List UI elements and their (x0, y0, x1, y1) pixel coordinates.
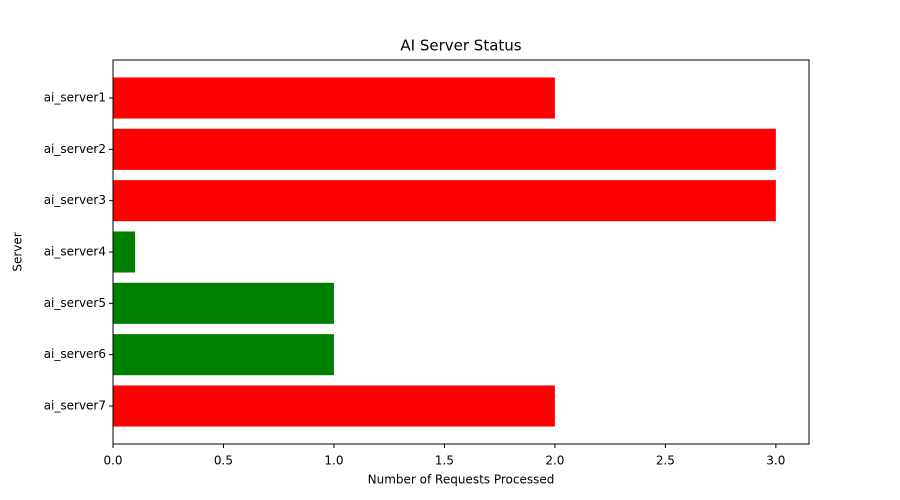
bar (113, 128, 776, 170)
y-tick-label: ai_server4 (44, 245, 106, 259)
y-tick-label: ai_server5 (44, 296, 106, 310)
bar (113, 385, 555, 427)
bar (113, 77, 555, 119)
y-tick-label: ai_server3 (44, 193, 106, 207)
bar (113, 334, 334, 376)
y-tick-label: ai_server2 (44, 142, 106, 156)
y-tick-label: ai_server7 (44, 399, 106, 413)
x-tick-label: 1.5 (435, 454, 454, 468)
plot-frame (112, 59, 810, 445)
bar (113, 180, 776, 222)
x-tick-label: 0.5 (214, 454, 233, 468)
x-tick-label: 2.5 (656, 454, 675, 468)
chart-title: AI Server Status (400, 37, 521, 55)
x-tick-label: 2.0 (545, 454, 564, 468)
x-tick-label: 3.0 (766, 454, 785, 468)
y-axis-label: Server (11, 232, 25, 271)
bar (113, 231, 136, 273)
x-tick-label: 1.0 (324, 454, 343, 468)
y-tick-label: ai_server1 (44, 90, 106, 104)
bar (113, 282, 334, 324)
x-tick-label: 0.0 (103, 454, 122, 468)
y-tick-label: ai_server6 (44, 347, 106, 361)
x-axis-label: Number of Requests Processed (368, 473, 555, 487)
